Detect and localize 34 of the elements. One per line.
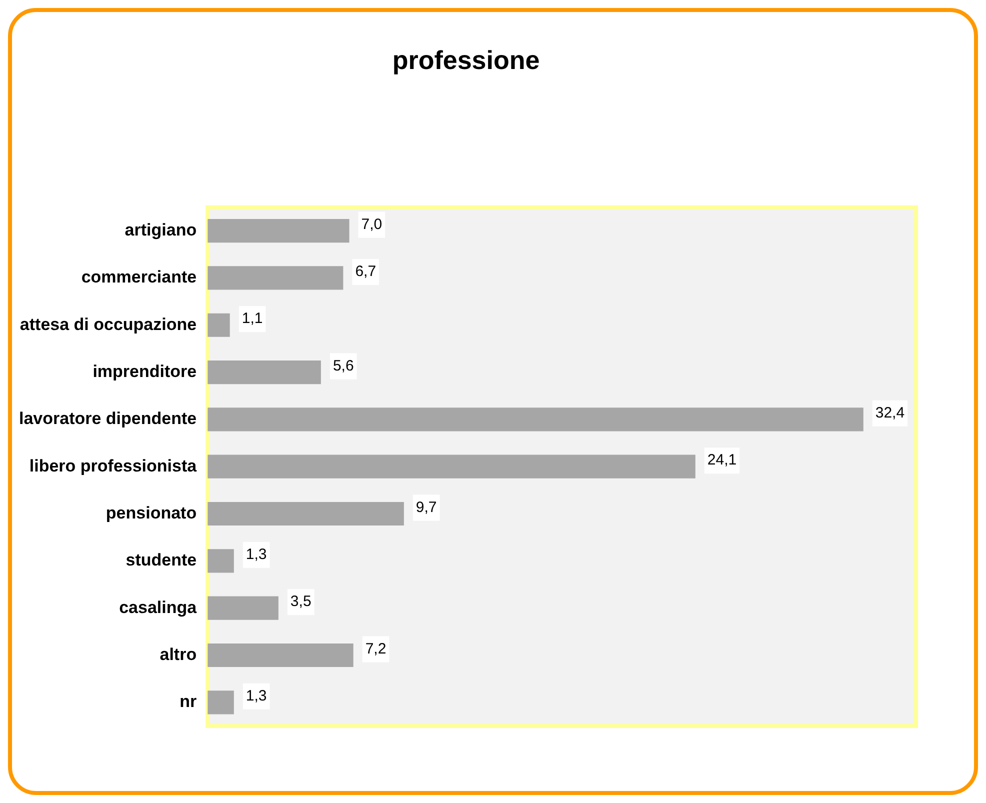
data-label: 3,5 xyxy=(290,593,312,610)
y-tick-label: nr xyxy=(180,692,197,712)
y-tick-label: pensionato xyxy=(106,503,197,522)
data-label: 9,7 xyxy=(416,498,437,516)
y-tick-label: altro xyxy=(160,644,197,664)
bar xyxy=(208,313,230,337)
bar xyxy=(208,502,404,526)
data-label: 32,4 xyxy=(875,404,905,422)
data-label: 1,3 xyxy=(246,688,267,705)
data-label: 7,0 xyxy=(361,216,382,233)
data-label: 1,1 xyxy=(242,310,263,328)
bar xyxy=(208,408,864,432)
y-tick-label: studente xyxy=(126,550,197,570)
data-label: 7,2 xyxy=(365,640,386,658)
bar xyxy=(208,643,354,668)
data-label: 1,3 xyxy=(246,546,267,564)
data-label: 6,7 xyxy=(355,263,376,280)
y-tick-label: libero professionista xyxy=(29,456,198,476)
y-tick-label: attesa di occupazione xyxy=(20,314,197,334)
y-tick-label: artigiano xyxy=(124,220,197,240)
bar xyxy=(208,218,350,243)
bar xyxy=(208,549,234,573)
bar xyxy=(208,360,321,384)
data-label: 5,6 xyxy=(332,357,354,374)
y-tick-label: lavoratore dipendente xyxy=(18,409,197,428)
data-label: 24,1 xyxy=(707,452,737,469)
bar xyxy=(208,454,696,478)
y-tick-label: imprenditore xyxy=(92,362,197,381)
bar xyxy=(208,596,278,620)
bar xyxy=(208,266,344,290)
chart-title: professione xyxy=(392,44,540,75)
y-tick-label: commerciante xyxy=(81,268,197,287)
bar xyxy=(208,690,234,714)
y-tick-label: casalinga xyxy=(119,598,198,617)
